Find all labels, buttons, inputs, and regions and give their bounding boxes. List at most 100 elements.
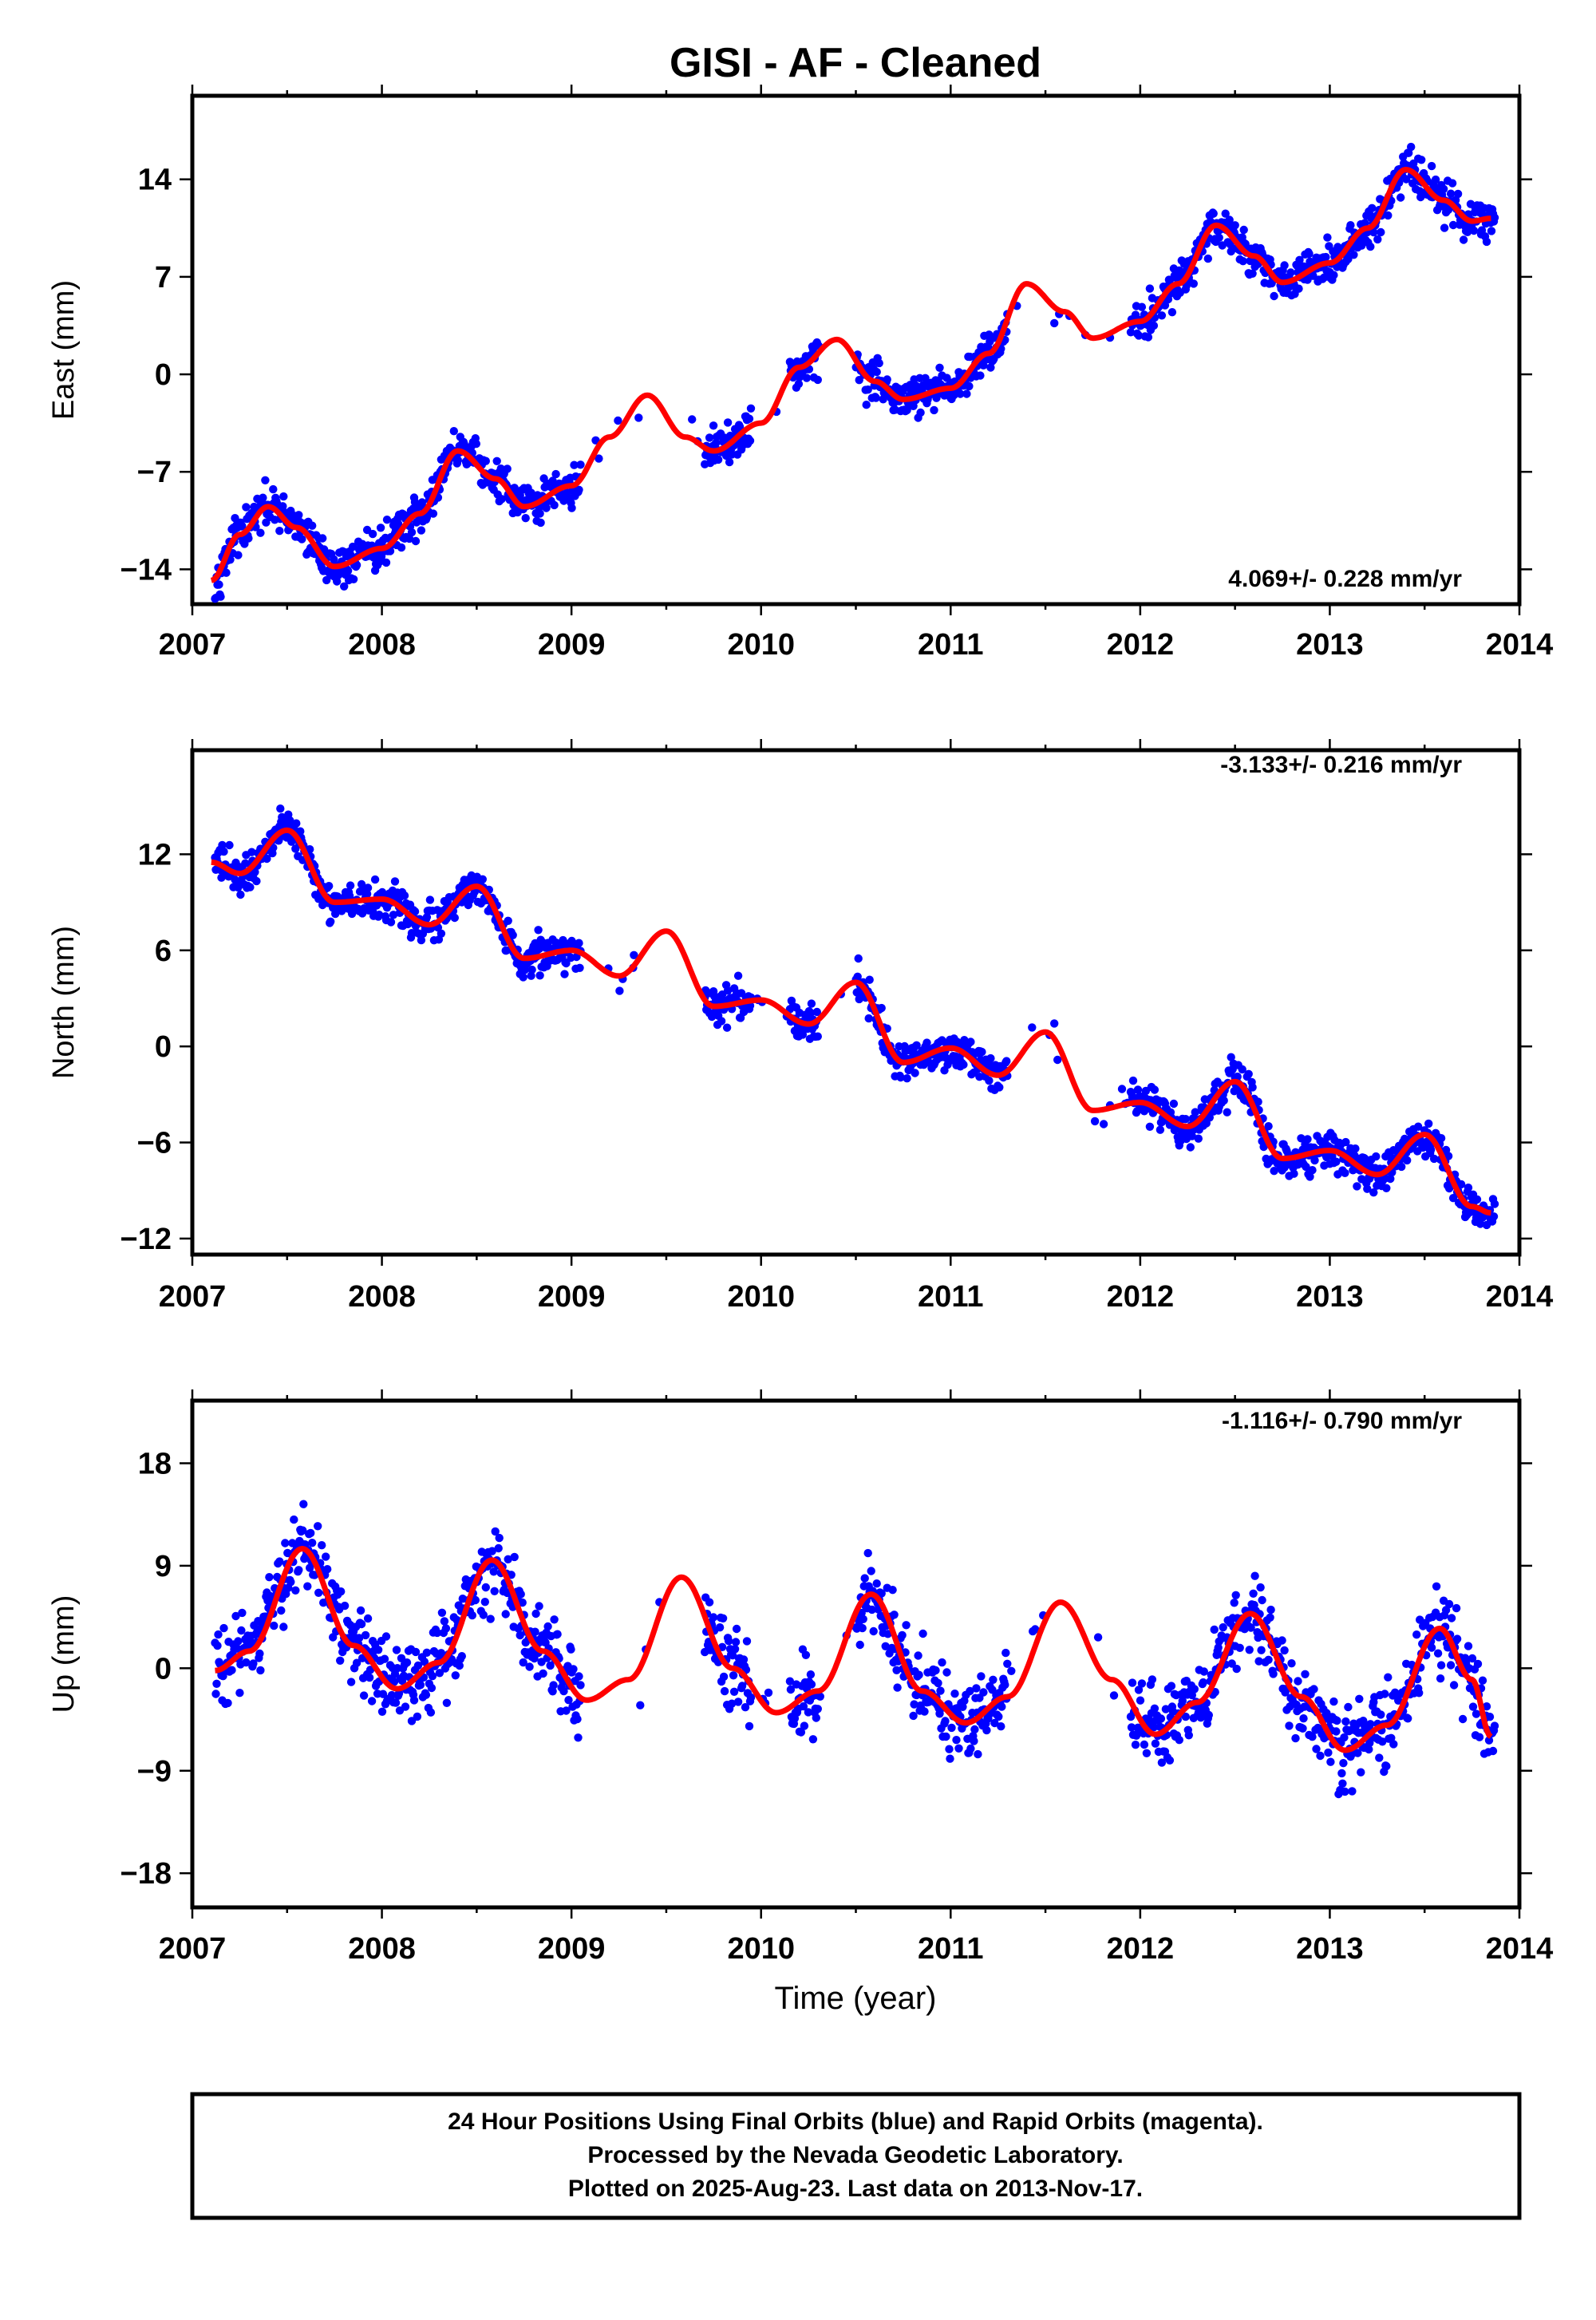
data-point (1231, 1591, 1240, 1600)
data-point (879, 395, 887, 404)
data-point (1338, 1779, 1347, 1788)
data-point (1181, 1712, 1191, 1721)
data-point (860, 1574, 869, 1583)
data-point (576, 1681, 585, 1690)
data-point (1417, 156, 1426, 164)
x-tick-label: 2011 (918, 1932, 983, 1966)
data-point (1308, 1733, 1317, 1741)
data-point (1464, 1184, 1473, 1192)
data-point (935, 1709, 944, 1718)
data-point (1426, 1145, 1436, 1154)
data-point (786, 1685, 796, 1694)
data-point (869, 1626, 878, 1636)
data-point (979, 1688, 988, 1697)
data-point (1235, 1643, 1244, 1652)
data-point (936, 1686, 945, 1695)
rate-label: 4.069+/- 0.228 mm/yr (1228, 566, 1462, 592)
data-point (1294, 1677, 1302, 1686)
data-point (807, 1680, 816, 1689)
data-point (1321, 252, 1330, 262)
data-point (392, 1646, 401, 1654)
data-point (471, 1595, 480, 1605)
data-point (562, 958, 571, 968)
data-point (997, 1722, 1005, 1731)
y-axis-label: East (mm) (47, 280, 81, 420)
data-point (1225, 215, 1234, 224)
data-point (1375, 1753, 1384, 1762)
data-point (294, 1566, 303, 1575)
data-point (1145, 284, 1155, 293)
data-point (410, 907, 420, 916)
data-point (1303, 1135, 1312, 1144)
data-point (859, 1615, 867, 1624)
data-point (223, 1698, 232, 1708)
data-point (1299, 1714, 1308, 1723)
data-point (1050, 1019, 1059, 1028)
data-point (488, 1547, 496, 1555)
y-tick-label: −7 (137, 456, 172, 489)
data-point (407, 528, 417, 537)
data-point (1381, 1690, 1389, 1698)
data-point (941, 1717, 950, 1725)
data-point (573, 1714, 582, 1724)
data-point (798, 1030, 808, 1039)
data-point (531, 1609, 540, 1618)
data-point (535, 1602, 543, 1611)
data-point (1232, 1664, 1241, 1674)
data-point (1456, 1180, 1466, 1189)
data-point (237, 1626, 246, 1635)
data-point (1280, 261, 1289, 270)
model-curve (210, 827, 1492, 1216)
data-point (246, 883, 255, 891)
y-tick-label: −18 (120, 1857, 172, 1891)
data-point (1227, 1659, 1236, 1668)
data-point (1490, 1200, 1499, 1208)
data-point (998, 1702, 1006, 1711)
data-point (729, 1671, 738, 1680)
data-point (863, 385, 872, 394)
data-point (1432, 1582, 1441, 1591)
data-point (986, 1053, 995, 1063)
data-point (387, 1690, 397, 1700)
data-point (1446, 1661, 1456, 1670)
data-point (416, 1681, 425, 1690)
data-point (918, 1629, 927, 1638)
data-point (435, 1669, 444, 1678)
y-axis-label: Up (mm) (47, 1595, 81, 1713)
data-point (966, 1037, 975, 1046)
data-point (807, 999, 816, 1008)
data-point (877, 1589, 886, 1598)
data-point (1161, 1705, 1171, 1713)
data-point (970, 1737, 978, 1745)
data-point (1285, 1721, 1294, 1730)
data-point (1448, 179, 1457, 188)
x-tick-label: 2010 (727, 1280, 795, 1314)
data-point (219, 847, 228, 856)
data-point (630, 951, 638, 960)
data-point (1149, 1723, 1159, 1732)
data-point (1488, 1746, 1498, 1756)
data-point (306, 1528, 315, 1538)
data-point (720, 1686, 729, 1696)
data-point (723, 418, 733, 427)
data-point (549, 1681, 558, 1690)
data-point (974, 1749, 982, 1759)
data-point (306, 1563, 314, 1572)
data-point (231, 514, 239, 523)
data-point (1490, 213, 1499, 222)
data-point (449, 427, 458, 436)
footer-line-1: 24 Hour Positions Using Final Orbits (bl… (448, 2109, 1263, 2135)
data-point (516, 1590, 525, 1599)
data-point (1117, 1085, 1127, 1093)
data-point (519, 1658, 527, 1667)
data-point (722, 1023, 732, 1032)
data-point (1446, 189, 1456, 198)
data-point (725, 457, 734, 467)
data-point (1165, 1756, 1175, 1765)
data-point (252, 876, 261, 886)
data-point (1340, 1733, 1349, 1742)
data-point (290, 1515, 298, 1524)
data-point (346, 881, 355, 890)
data-point (1487, 227, 1496, 235)
